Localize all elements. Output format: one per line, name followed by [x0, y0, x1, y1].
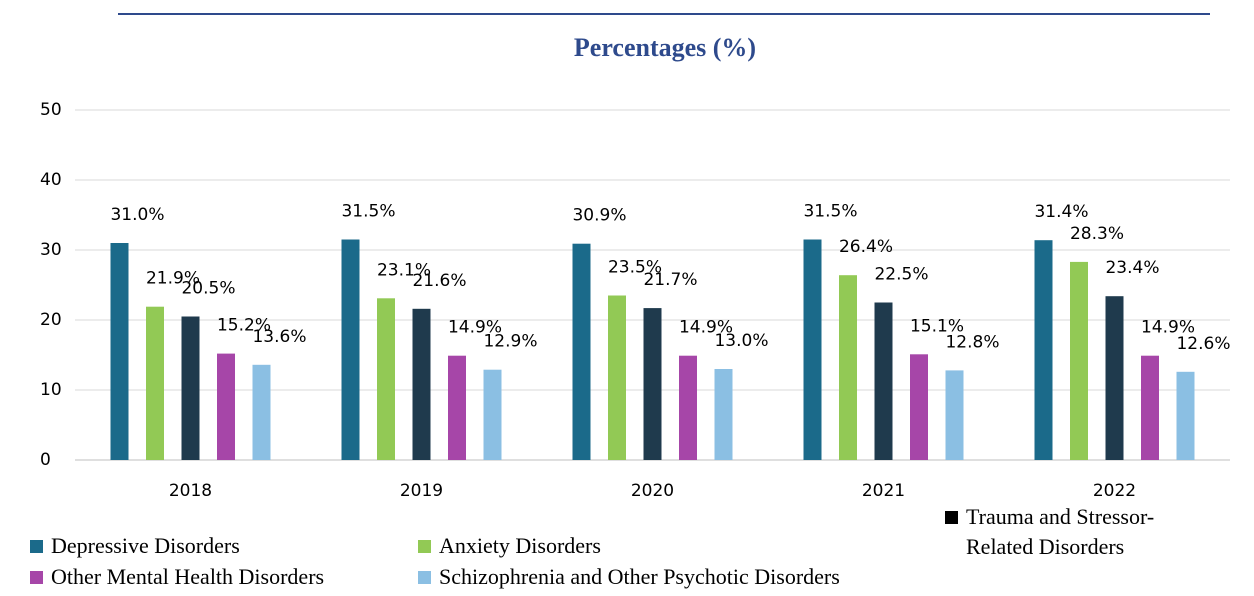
bar [714, 369, 733, 460]
bar [910, 354, 928, 460]
value-label: 23.1% [377, 260, 431, 280]
bar [945, 370, 964, 460]
bar [839, 275, 857, 460]
value-label: 30.9% [572, 206, 626, 226]
legend-swatch [418, 540, 431, 553]
legend-item: Schizophrenia and Other Psychotic Disord… [418, 562, 840, 592]
value-label: 21.7% [643, 270, 697, 290]
value-label: 20.5% [181, 279, 235, 299]
chart-title: Percentages (%) [574, 33, 756, 62]
bar [483, 369, 502, 460]
bar [1176, 371, 1195, 460]
bar [1141, 355, 1159, 460]
x-tick-label: 2020 [631, 481, 674, 501]
value-label: 31.0% [110, 205, 164, 225]
legend-item: Other Mental Health Disorders [30, 562, 324, 592]
bar [146, 306, 164, 460]
value-label: 28.3% [1070, 224, 1124, 244]
value-label: 12.9% [483, 332, 537, 352]
value-label: 15.1% [910, 316, 964, 336]
y-tick-label: 40 [40, 170, 62, 190]
bar [252, 364, 271, 460]
legend-swatch [30, 540, 43, 553]
legend-label: Anxiety Disorders [439, 533, 601, 558]
bar [341, 239, 360, 460]
y-tick-label: 30 [40, 240, 62, 260]
value-label: 31.5% [341, 202, 395, 222]
value-label: 21.9% [146, 269, 200, 289]
legend-item: Anxiety Disorders [418, 531, 601, 561]
bar [412, 308, 431, 460]
legend-label: Other Mental Health Disorders [51, 564, 325, 589]
value-label: 14.9% [679, 318, 733, 338]
x-tick-label: 2019 [400, 481, 443, 501]
value-label: 14.9% [1141, 318, 1195, 338]
x-tick-label: 2021 [862, 481, 905, 501]
value-label: 14.9% [448, 318, 502, 338]
value-label: 12.8% [945, 332, 999, 352]
bar [572, 243, 591, 460]
value-label: 13.6% [252, 327, 306, 347]
legend-item: Trauma and Stressor-Related Disorders [945, 502, 1215, 562]
bar [643, 308, 662, 460]
legend-label: Schizophrenia and Other Psychotic Disord… [439, 564, 840, 589]
legend-swatch [30, 571, 43, 584]
bar [1105, 296, 1124, 460]
legend-item: Depressive Disorders [30, 531, 240, 561]
value-label: 23.4% [1105, 258, 1159, 278]
value-label: 21.6% [412, 271, 466, 291]
y-tick-label: 20 [40, 310, 62, 330]
value-label: 13.0% [714, 331, 768, 351]
bar [1034, 240, 1053, 460]
legend-swatch [945, 511, 958, 524]
legend-label: Trauma and Stressor-Related Disorders [966, 504, 1155, 559]
bar [217, 353, 235, 460]
bar [803, 239, 822, 460]
bar [377, 298, 395, 460]
y-tick-label: 10 [40, 380, 62, 400]
legend-label: Depressive Disorders [51, 533, 240, 558]
value-label: 12.6% [1176, 334, 1230, 354]
bar [679, 355, 697, 460]
value-label: 31.4% [1034, 202, 1088, 222]
legend-swatch [418, 571, 431, 584]
value-label: 31.5% [803, 202, 857, 222]
bar [448, 355, 466, 460]
x-tick-label: 2018 [169, 481, 212, 501]
value-label: 23.5% [608, 258, 662, 278]
value-label: 26.4% [839, 237, 893, 257]
y-tick-label: 50 [40, 100, 62, 120]
y-tick-label: 0 [40, 450, 51, 470]
bar [608, 295, 626, 460]
bar [110, 243, 129, 460]
bar [181, 316, 200, 460]
x-tick-label: 2022 [1093, 481, 1136, 501]
bar [1070, 261, 1088, 460]
bar [874, 302, 893, 460]
value-label: 15.2% [217, 316, 271, 336]
value-label: 22.5% [874, 265, 928, 285]
